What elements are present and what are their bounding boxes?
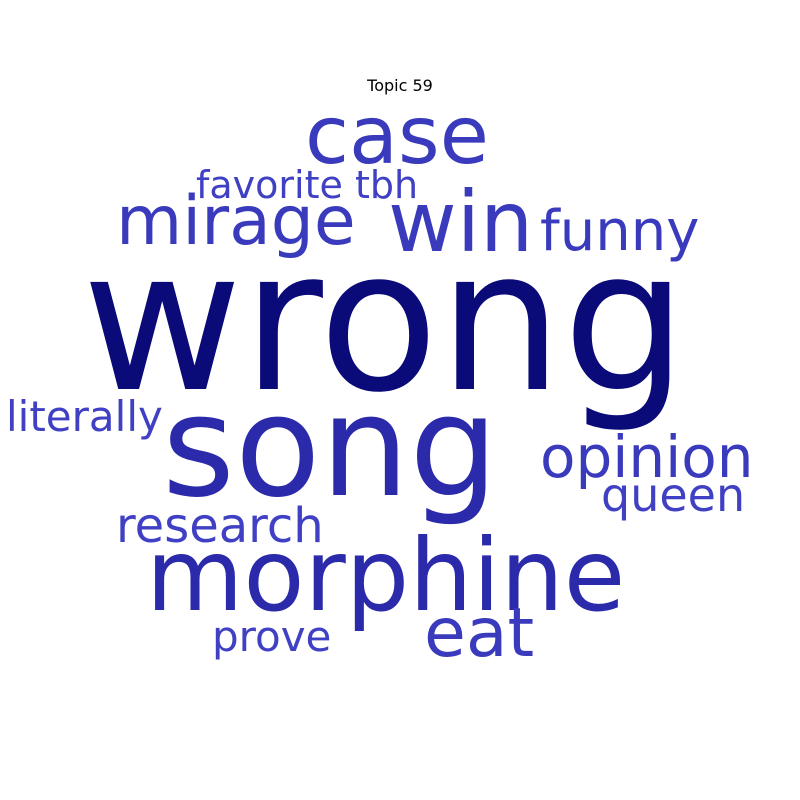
word-mirage: mirage [116,182,356,261]
word-opinion: opinion [540,423,754,491]
word-eat: eat [424,594,535,673]
word-literally: literally [6,392,163,441]
word-research: research [116,498,324,554]
word-wrong: wrong [82,208,688,436]
word-queen: queen [601,468,746,522]
topic-title: Topic 59 [367,76,433,95]
word-case: case [305,89,489,182]
word-funny: funny [540,199,700,264]
word-favorite-tbh: favorite tbh [196,163,419,207]
word-prove: prove [212,612,332,661]
word-song: song [162,366,499,529]
word-morphine: morphine [146,517,626,634]
word-win: win [388,173,534,271]
